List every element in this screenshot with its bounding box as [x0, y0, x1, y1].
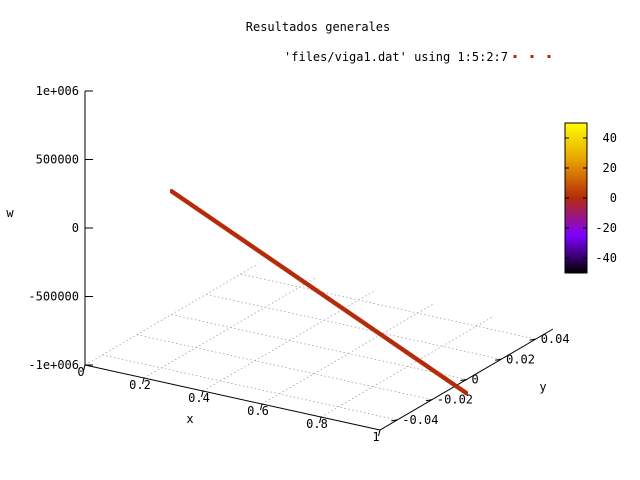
- x-tick-mark-0: [83, 364, 86, 372]
- y-tick-label-3: 0.02: [506, 352, 535, 366]
- y-tick-label-4: 0.04: [541, 332, 570, 346]
- y-tick-mark-1: [425, 399, 432, 402]
- x-tick-label-0: 0: [77, 365, 84, 379]
- y-tick-label-2: 0: [472, 373, 479, 387]
- z-tick-label-4: -1e+006: [28, 358, 79, 372]
- axes: [84, 91, 554, 431]
- grid-line-y-4: [240, 273, 536, 340]
- data-point: [465, 391, 468, 396]
- legend-label: 'files/viga1.dat' using 1:5:2:7: [284, 50, 508, 64]
- y-tick-mark-2: [460, 379, 467, 381]
- y-tick-mark-0: [391, 419, 398, 422]
- z-tick-label-1: 500000: [36, 153, 79, 167]
- x-tick-label-5: 1: [372, 430, 379, 444]
- legend-marker-dot-2: [547, 55, 551, 58]
- grid-line-y-3: [206, 293, 502, 360]
- y-tick-mark-3: [495, 358, 502, 361]
- chart-title: Resultados generales: [246, 20, 391, 34]
- colorbar-ticks: 40 20 0 -20 -40: [565, 131, 617, 265]
- colorbar-tick-label-4: -40: [595, 251, 617, 265]
- floor-grid: [84, 263, 554, 431]
- x-tick-label-4: 0.8: [306, 417, 328, 431]
- grid-line-y-1: [136, 334, 432, 401]
- x-tick-label-1: 0.2: [129, 378, 151, 392]
- legend-marker: [513, 55, 551, 58]
- data-series: [170, 189, 468, 396]
- legend-marker-dot-0: [513, 55, 517, 58]
- colorbar-tick-label-2: 0: [610, 191, 617, 205]
- grid-line-y-2: [171, 314, 467, 380]
- x-tick-mark-2: [201, 390, 204, 398]
- colorbar-tick-label-0: 40: [603, 131, 617, 145]
- colorbar-tick-label-1: 20: [603, 161, 617, 175]
- colorbar-tick-label-3: -20: [595, 221, 617, 235]
- y-tick-label-1: -0.02: [437, 393, 473, 407]
- colorbar: 40 20 0 -20 -40: [564, 122, 617, 274]
- z-tick-label-2: 0: [72, 221, 79, 235]
- y-tick-label-0: -0.04: [402, 413, 438, 427]
- z-tick-label-0: 1e+006: [36, 84, 79, 98]
- tick-labels: 0 0.2 0.4 0.6 0.8 1 -0.04 -0.02 0 0.02 0.04 1e+006 5…: [28, 84, 569, 444]
- z-axis-label: w: [6, 206, 14, 220]
- y-axis-label: y: [539, 380, 546, 394]
- legend-marker-dot-1: [530, 55, 534, 58]
- x-axis-label: x: [186, 412, 193, 426]
- x-tick-mark-5: [378, 429, 381, 437]
- y-tick-mark-4: [529, 338, 536, 341]
- legend: 'files/viga1.dat' using 1:5:2:7: [284, 50, 551, 64]
- x-tick-mark-4: [319, 416, 322, 424]
- x-tick-mark-3: [260, 403, 263, 411]
- x-axis-line: [84, 364, 381, 431]
- grid-line-x-4: [320, 315, 495, 418]
- x-tick-label-3: 0.6: [247, 404, 269, 418]
- x-tick-mark-1: [142, 377, 145, 385]
- x-tick-label-2: 0.4: [188, 391, 210, 405]
- z-tick-label-3: -500000: [28, 290, 79, 304]
